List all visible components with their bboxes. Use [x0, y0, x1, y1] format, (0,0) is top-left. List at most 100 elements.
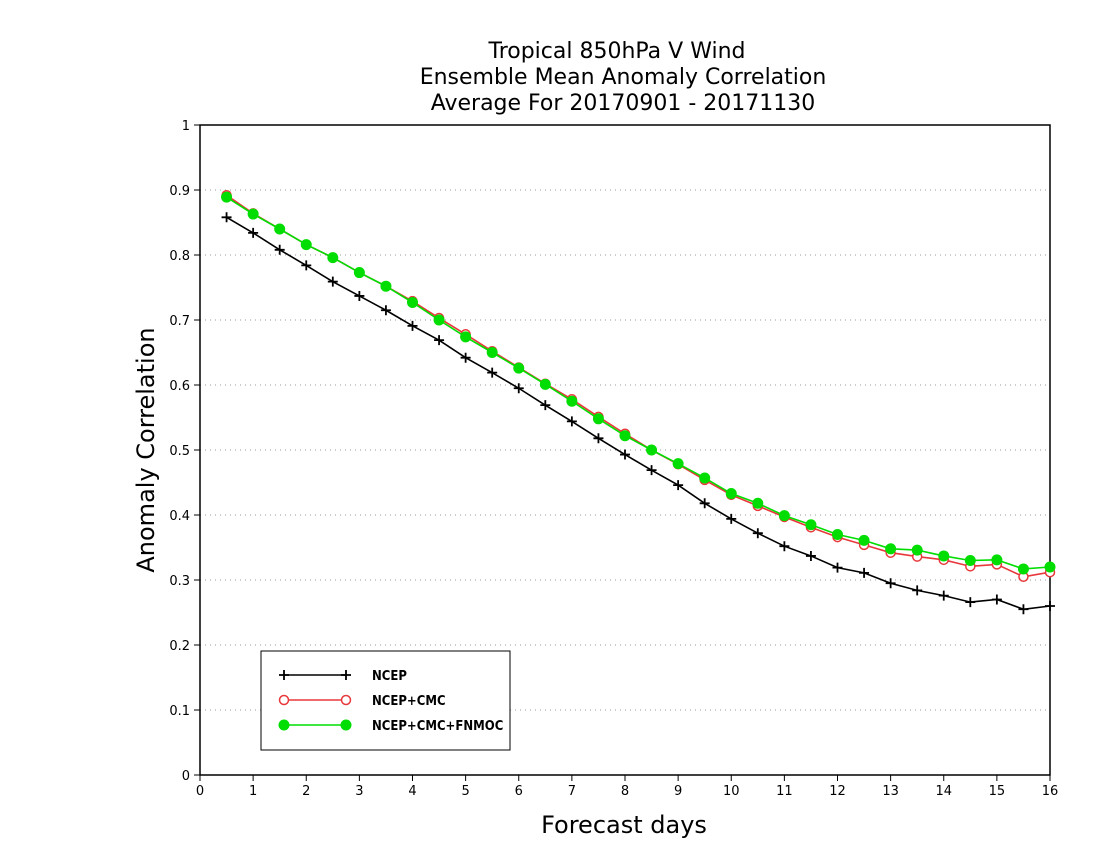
- data-point: [885, 543, 897, 555]
- data-point: [885, 578, 896, 589]
- data-point: [221, 212, 232, 223]
- data-point: [513, 383, 524, 394]
- data-point: [646, 465, 657, 476]
- y-axis-title: Anomaly Correlation: [132, 327, 160, 572]
- data-point: [434, 335, 445, 346]
- data-point: [274, 223, 286, 235]
- data-point: [620, 449, 630, 460]
- data-point: [778, 510, 790, 522]
- x-tick-label: 11: [776, 784, 793, 799]
- data-point: [278, 719, 290, 731]
- x-axis: 0 1 2 3 4 5 6 7 8 9 10 11 12 13 14 15 16: [196, 775, 1058, 799]
- y-tick-label: 0: [182, 769, 190, 784]
- x-axis-title: Forecast days: [541, 811, 707, 839]
- data-point: [752, 528, 763, 539]
- x-tick-label: 2: [302, 784, 310, 799]
- data-point: [460, 352, 471, 363]
- data-point: [672, 458, 684, 470]
- data-point: [301, 260, 312, 271]
- y-tick-label: 0.8: [169, 249, 190, 264]
- data-point: [566, 395, 578, 407]
- data-point: [278, 694, 290, 706]
- series-layer: [221, 189, 1056, 615]
- data-point: [964, 555, 976, 566]
- x-tick-label: 10: [723, 784, 740, 799]
- data-point: [938, 590, 949, 601]
- data-point: [353, 267, 365, 279]
- data-point: [354, 290, 365, 301]
- x-tick-label: 12: [829, 784, 846, 799]
- data-point: [938, 550, 950, 562]
- data-point: [540, 400, 551, 411]
- x-tick-label: 9: [674, 784, 682, 799]
- y-tick-label: 0.3: [169, 574, 190, 589]
- data-point: [725, 488, 737, 500]
- series-line: [226, 194, 1051, 578]
- data-point: [327, 252, 339, 264]
- legend-label: NCEP: [372, 669, 407, 684]
- data-point: [300, 239, 312, 251]
- data-point: [1045, 601, 1055, 611]
- x-tick-label: 8: [621, 784, 629, 799]
- legend-item: NCEP+CMC+FNMOC: [278, 719, 503, 734]
- data-point: [248, 227, 259, 238]
- data-point: [279, 670, 289, 680]
- legend: NCEP NCEP+CMC NCEP+CMC+FNMOC: [260, 650, 511, 751]
- data-point: [699, 472, 711, 484]
- data-point: [340, 694, 352, 706]
- data-point: [221, 191, 233, 203]
- y-axis: 0 0.1 0.2 0.3 0.4 0.5 0.6 0.7 0.8 0.9 1: [169, 119, 200, 784]
- data-point: [1018, 604, 1029, 615]
- y-tick-label: 1: [182, 119, 190, 134]
- data-point: [327, 276, 338, 287]
- data-point: [726, 513, 737, 524]
- data-point: [832, 562, 843, 573]
- data-point: [274, 244, 285, 255]
- data-point: [619, 430, 631, 442]
- data-point: [991, 554, 1003, 566]
- data-point: [1044, 561, 1056, 573]
- x-tick-label: 5: [461, 784, 469, 799]
- series-ncep-cmc-fnmoc: [221, 191, 1056, 575]
- data-point: [859, 567, 870, 578]
- series-line: [226, 196, 1051, 570]
- data-point: [566, 416, 577, 427]
- x-tick-label: 1: [249, 784, 257, 799]
- data-point: [699, 498, 710, 509]
- title-line-3: Average For 20170901 - 20171130: [431, 91, 816, 116]
- data-point: [407, 320, 418, 331]
- x-tick-label: 7: [568, 784, 576, 799]
- data-point: [247, 208, 259, 220]
- series-line: [226, 216, 1051, 611]
- x-tick-label: 13: [882, 784, 899, 799]
- chart-title: Tropical 850hPa V Wind Ensemble Mean Ano…: [420, 39, 827, 116]
- data-point: [380, 305, 391, 316]
- data-point: [805, 519, 817, 531]
- data-point: [460, 331, 472, 343]
- data-point: [858, 534, 870, 546]
- title-line-1: Tropical 850hPa V Wind: [487, 39, 745, 64]
- data-point: [779, 541, 790, 552]
- title-line-2: Ensemble Mean Anomaly Correlation: [420, 65, 827, 90]
- data-point: [752, 497, 764, 509]
- data-point: [486, 347, 498, 358]
- data-point: [673, 480, 684, 491]
- x-tick-label: 15: [989, 784, 1006, 799]
- y-tick-label: 0.1: [169, 704, 190, 719]
- legend-item: NCEP+CMC: [278, 694, 446, 709]
- data-point: [407, 296, 418, 308]
- x-tick-label: 16: [1042, 784, 1059, 799]
- x-tick-label: 4: [408, 784, 416, 799]
- series-ncep: [221, 212, 1055, 615]
- data-point: [340, 719, 352, 731]
- y-tick-label: 0.4: [169, 509, 190, 524]
- data-point: [539, 378, 551, 390]
- data-point: [911, 544, 923, 556]
- x-tick-label: 0: [196, 784, 204, 799]
- data-point: [1017, 563, 1029, 575]
- y-tick-label: 0.6: [169, 379, 190, 394]
- x-tick-label: 6: [515, 784, 523, 799]
- legend-item: NCEP: [279, 669, 407, 684]
- data-point: [513, 362, 525, 374]
